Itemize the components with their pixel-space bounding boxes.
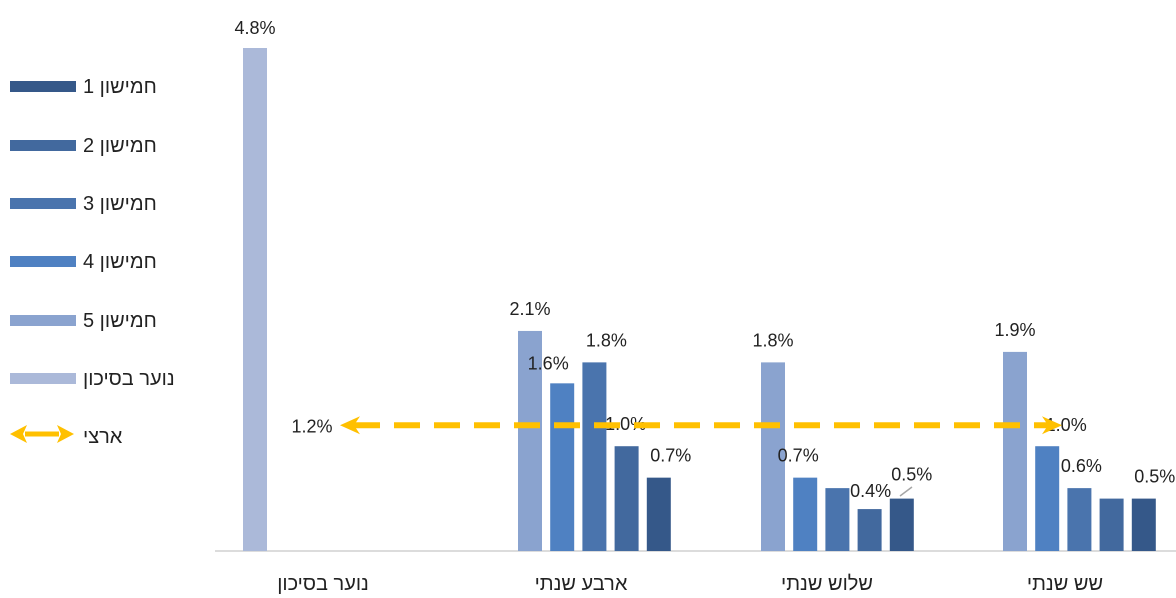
legend-label: חמישון 1 bbox=[83, 76, 157, 98]
legend-swatch bbox=[10, 256, 76, 267]
data-label: 0.5% bbox=[891, 465, 932, 485]
bar bbox=[857, 509, 882, 551]
data-label: 0.4% bbox=[850, 481, 891, 501]
bar bbox=[1131, 498, 1156, 551]
x-tick-label: שש שנתי bbox=[1027, 573, 1103, 595]
data-label: 1.8% bbox=[752, 330, 793, 350]
data-label: 1.0% bbox=[605, 414, 646, 434]
bar bbox=[793, 477, 818, 551]
data-label: 0.6% bbox=[1061, 456, 1102, 476]
legend-swatch bbox=[10, 373, 76, 384]
bar bbox=[243, 48, 267, 551]
legend-swatch bbox=[10, 81, 76, 92]
bar bbox=[1099, 498, 1124, 551]
legend-swatch bbox=[10, 198, 76, 209]
data-label: 4.8% bbox=[234, 18, 275, 38]
data-label: 0.7% bbox=[778, 446, 819, 466]
bar bbox=[761, 362, 785, 551]
legend-label: חמישון 5 bbox=[83, 310, 157, 332]
reference-line-label: 1.2% bbox=[291, 416, 332, 436]
bar bbox=[582, 362, 607, 551]
legend-swatch bbox=[10, 140, 76, 151]
x-tick-label: נוער בסיכון bbox=[277, 573, 369, 595]
legend-arrow-right bbox=[57, 425, 74, 443]
bar bbox=[1003, 351, 1027, 551]
bar bbox=[646, 477, 671, 551]
data-label: 2.1% bbox=[509, 299, 550, 319]
data-label: 0.5% bbox=[1134, 467, 1175, 487]
bar bbox=[889, 498, 914, 551]
data-label: 1.6% bbox=[528, 353, 569, 373]
legend-label: חמישון 2 bbox=[83, 135, 157, 157]
bar bbox=[518, 330, 542, 551]
legend-label: חמישון 3 bbox=[83, 193, 157, 215]
legend-arrow-left bbox=[10, 425, 27, 443]
legend-label: נוער בסיכון bbox=[83, 368, 175, 390]
legend-swatch bbox=[10, 315, 76, 326]
bar bbox=[825, 488, 850, 551]
data-label: 0.7% bbox=[650, 446, 691, 466]
reference-line-arrow-left bbox=[340, 416, 360, 435]
bar bbox=[1067, 488, 1092, 551]
x-tick-label: שלוש שנתי bbox=[781, 573, 873, 595]
bar bbox=[550, 383, 575, 551]
data-label: 1.8% bbox=[586, 330, 627, 350]
legend-label: ארצי bbox=[83, 426, 123, 448]
bar bbox=[614, 446, 639, 551]
data-label: 1.9% bbox=[994, 320, 1035, 340]
legend-label: חמישון 4 bbox=[83, 251, 157, 273]
x-tick-label: ארבע שנתי bbox=[535, 573, 628, 595]
data-label: 1.0% bbox=[1046, 415, 1087, 435]
bar bbox=[1035, 446, 1060, 551]
reference-line-arrow-right bbox=[1042, 416, 1062, 435]
label-leader-line bbox=[899, 486, 913, 497]
